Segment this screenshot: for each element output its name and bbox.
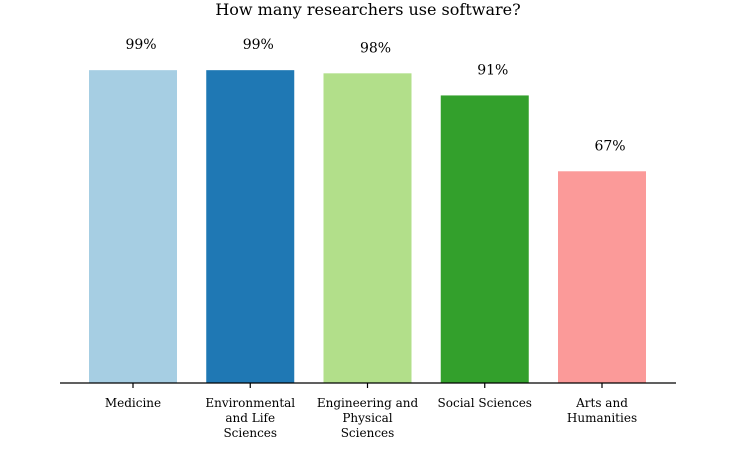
- x-tick-label-0: Medicine: [105, 396, 161, 410]
- x-tick-label-2: Engineering and Physical Sciences: [317, 396, 419, 440]
- x-tick-label-1: Environmental and Life Sciences: [205, 396, 295, 440]
- bar-value-label-1: 99%: [243, 37, 274, 53]
- x-tick-label-line: Engineering and: [317, 396, 419, 410]
- x-tick-label-line: Arts and: [575, 396, 628, 410]
- bar-3: [440, 95, 529, 383]
- x-tick-label-line: Physical: [342, 411, 392, 425]
- x-tick-label-line: Sciences: [341, 426, 395, 440]
- bar-value-label-3: 91%: [477, 62, 508, 78]
- x-tick-label-line: Sciences: [223, 426, 277, 440]
- x-tick-label-line: Humanities: [567, 411, 637, 425]
- bar-1: [206, 70, 295, 383]
- x-tick-label-3: Social Sciences: [438, 396, 532, 410]
- x-tick-label-line: and Life: [225, 411, 275, 425]
- bar-2: [323, 73, 412, 383]
- x-ticks-layer: Medicine Environmental and Life SciencesEng…: [105, 383, 637, 440]
- x-tick-label-line: Environmental: [205, 396, 295, 410]
- bar-0: [89, 70, 177, 383]
- bar-value-label-0: 99%: [125, 37, 156, 53]
- bars-layer: 99% 99% 98% 91% 67%: [89, 37, 646, 383]
- bar-4: [558, 171, 646, 383]
- x-tick-label-4: Arts and Humanities: [567, 396, 637, 425]
- chart-title: How many researchers use software?: [215, 0, 520, 19]
- x-tick-label-line: Social Sciences: [438, 396, 532, 410]
- bar-value-label-4: 67%: [594, 138, 625, 154]
- bar-value-label-2: 98%: [360, 40, 391, 56]
- x-tick-label-line: Medicine: [105, 396, 161, 410]
